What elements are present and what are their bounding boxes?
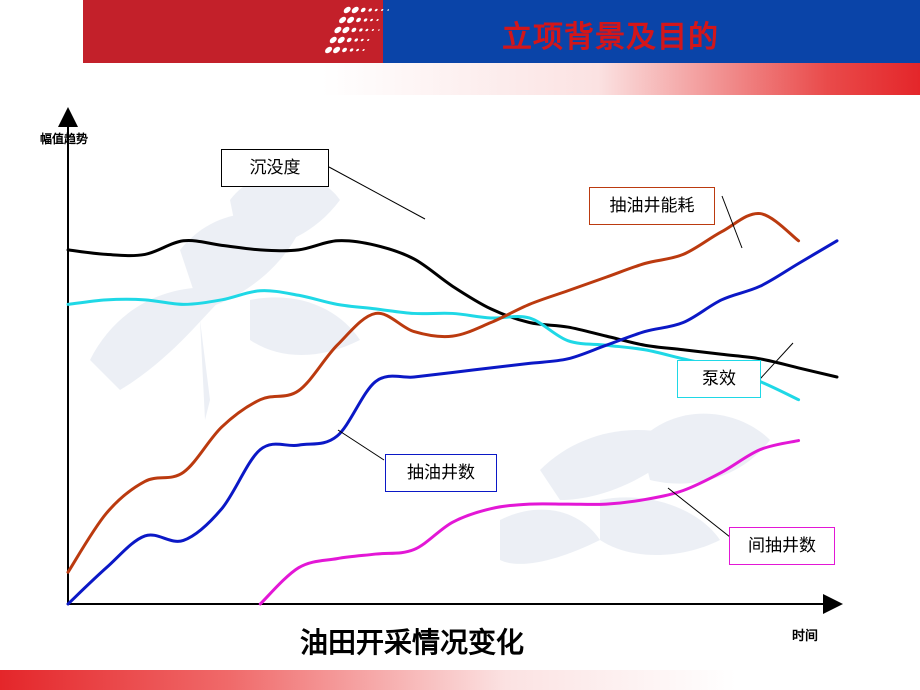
callout-sinking-degree: 沉没度 (221, 149, 329, 187)
y-axis-label: 幅值趋势 (40, 132, 89, 146)
x-axis-label: 时间 (792, 629, 819, 644)
callout-leader-pump (759, 342, 794, 380)
header-blue-block (383, 0, 920, 63)
callout-leader-wells (337, 429, 385, 461)
header-red-block (83, 0, 383, 63)
series-line-0 (66, 238, 839, 379)
footer-gradient-stripe (0, 670, 920, 690)
dotted-logo-icon (325, 6, 390, 54)
header-gradient-stripe (0, 63, 920, 95)
callout-leader-sinking (328, 166, 426, 220)
chart-title: 油田开采情况变化 (300, 626, 525, 659)
callout-leader-energy (721, 195, 743, 249)
callout-leader-intermittent (667, 487, 731, 538)
header-bar (83, 0, 920, 63)
series-line-4 (258, 439, 801, 606)
page-title: 立项背景及目的 (502, 20, 719, 55)
callout-intermittent-wells: 间抽井数 (729, 527, 835, 565)
callout-pump-efficiency: 泵效 (677, 360, 761, 398)
series-line-2 (66, 212, 801, 574)
callout-pumping-wells: 抽油井数 (385, 454, 497, 492)
series-line-1 (66, 289, 801, 402)
callout-pump-energy: 抽油井能耗 (589, 187, 715, 225)
series-line-3 (66, 239, 839, 606)
